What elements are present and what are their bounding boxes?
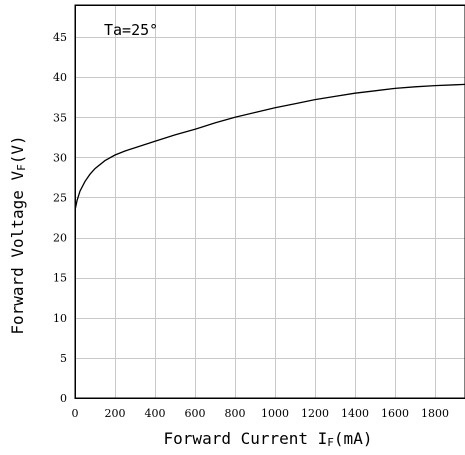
y-tick-label: 30	[53, 151, 67, 164]
x-tick-label: 400	[145, 407, 166, 420]
y-tick-label: 25	[53, 191, 67, 204]
x-axis-title-unit: (mA)	[334, 429, 373, 448]
y-tick-label: 10	[53, 312, 67, 325]
x-tick-label: 1400	[341, 407, 369, 420]
temperature-annotation: Ta=25°	[104, 21, 158, 39]
y-tick-label: 35	[53, 111, 67, 124]
y-tick-label: 15	[53, 272, 67, 285]
y-tick-label: 45	[53, 31, 67, 44]
x-tick-label: 0	[72, 407, 79, 420]
y-axis-title-subscript: F	[15, 164, 28, 171]
y-axis-title: Forward Voltage VF(V)	[8, 135, 28, 334]
x-axis-title-main: Forward Current I	[164, 429, 328, 448]
y-axis-title-unit: (V)	[8, 135, 27, 164]
y-tick-label: 0	[60, 392, 67, 405]
x-tick-label: 1200	[301, 407, 329, 420]
x-tick-label: 1600	[381, 407, 409, 420]
x-tick-labels: 0 200 400 600 800 1000 1200 1400 1600 1800	[72, 407, 450, 420]
y-axis-title-main: Forward Voltage V	[8, 171, 27, 335]
x-tick-label: 200	[105, 407, 126, 420]
x-axis-title: Forward Current IF(mA)	[164, 429, 373, 449]
y-tick-label: 40	[53, 71, 67, 84]
x-tick-label: 1000	[261, 407, 289, 420]
y-tick-labels: 0 5 10 15 20 25 30 35 40 45	[53, 31, 67, 405]
x-tick-label: 1800	[421, 407, 449, 420]
plot-frame	[74, 4, 465, 399]
x-axis-title-subscript: F	[327, 436, 334, 449]
y-tick-label: 20	[53, 232, 67, 245]
y-tick-label: 5	[60, 352, 67, 365]
x-tick-label: 800	[225, 407, 246, 420]
series-line	[74, 83, 465, 211]
grid-lines	[75, 5, 465, 398]
x-tick-label: 600	[185, 407, 206, 420]
